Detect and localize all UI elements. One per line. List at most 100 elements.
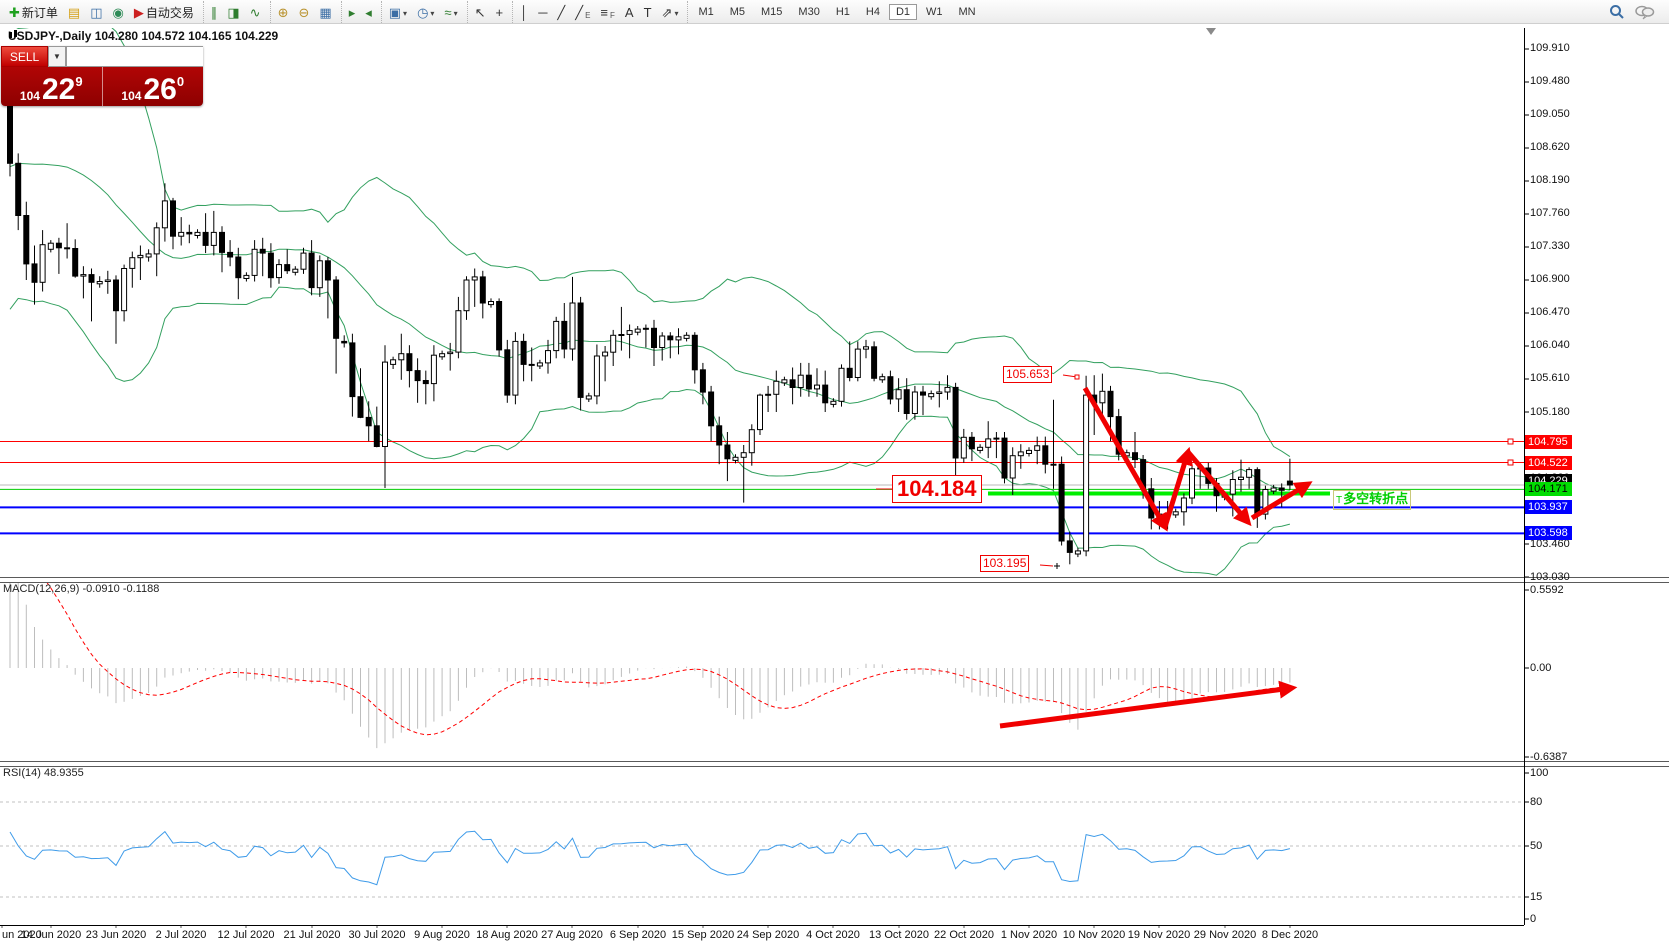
date-label-6-Sep-2020[interactable]: 6 Sep 2020 [609,929,667,941]
date-label-14-Jun-2020[interactable]: 14 Jun 2020 [20,929,82,941]
arrows-dropdown[interactable]: ⇗ ▾ [657,1,684,23]
text-label-button[interactable]: T [639,1,657,23]
trend-arrow-1[interactable] [1082,386,1168,532]
date-label-1-Nov-2020[interactable]: 1 Nov 2020 [1000,929,1058,941]
price-tick-103.030[interactable]: 103.030 [1530,570,1570,583]
market-watch-button[interactable]: ▤ [63,1,85,23]
pane-divider-macd[interactable] [0,577,1669,583]
timeframe-h4[interactable]: H4 [865,5,880,18]
macd-trend-arrow[interactable] [999,680,1298,729]
tile-windows-button[interactable]: ▦ [314,1,336,23]
line-chart-button[interactable]: ∿ [245,1,266,23]
sell-button[interactable]: SELL [1,46,48,67]
timeframe-m15[interactable]: M15 [761,5,783,18]
price-tick-105.610[interactable]: 105.610 [1530,372,1570,385]
price-tick-106.040[interactable]: 106.040 [1530,339,1570,352]
vertical-line-button[interactable]: │ [515,1,533,23]
signals-button[interactable]: ◉ [108,1,129,23]
date-label-2-Jul-2020[interactable]: 2 Jul 2020 [155,929,207,941]
date-label-19-Nov-2020[interactable]: 19 Nov 2020 [1127,929,1191,941]
pane-divider-rsi[interactable] [0,761,1669,767]
fibonacci-button[interactable]: ≡ F [595,1,619,23]
price-tick-105.180[interactable]: 105.180 [1530,405,1570,418]
annotation-pivot-note[interactable]: T多空转折点 [1333,490,1412,510]
date-label-13-Oct-2020[interactable]: 13 Oct 2020 [869,929,929,941]
chart-shift-marker[interactable] [1206,28,1216,35]
text-button[interactable]: A [620,1,639,23]
macd-tick--0.6387[interactable]: -0.6387 [1530,750,1568,763]
date-label-9-Aug-2020[interactable]: 9 Aug 2020 [414,929,470,941]
date-label-10-Nov-2020[interactable]: 10 Nov 2020 [1062,929,1126,941]
annotation-pivot-104184[interactable]: 104.184 [892,475,982,503]
price-tick-106.470[interactable]: 106.470 [1530,306,1570,319]
period-dropdown[interactable]: ◷ ▾ [412,1,439,23]
macd-tick-0.5592[interactable]: 0.5592 [1530,583,1564,596]
rsi-tick-100[interactable]: 100 [1530,766,1549,779]
date-label-8-Dec-2020[interactable]: 8 Dec 2020 [1261,929,1319,941]
timeframe-m5[interactable]: M5 [729,5,746,18]
chat-icon[interactable] [1635,4,1655,20]
date-label-22-Oct-2020[interactable]: 22 Oct 2020 [934,929,994,941]
price-tick-107.760[interactable]: 107.760 [1530,207,1570,220]
annotation-low-103195[interactable]: 103.195 [980,555,1030,572]
zoom-in-button[interactable]: ⊕ [273,1,294,23]
trend-arrow-3[interactable] [1186,450,1252,527]
ask-quote[interactable]: 104 26 0 [103,67,204,106]
main-pane[interactable] [0,17,1524,576]
candlestick-button[interactable]: ◨ [222,1,244,23]
price-tick-103.460[interactable]: 103.460 [1530,537,1570,550]
bar-chart-button[interactable]: ∥ [206,1,223,23]
macd-pane[interactable] [9,552,1298,749]
timeframe-h1[interactable]: H1 [835,5,850,18]
horizontal-line-button[interactable]: ─ [533,1,552,23]
date-label-30-Jul-2020[interactable]: 30 Jul 2020 [348,929,406,941]
date-label-27-Aug-2020[interactable]: 27 Aug 2020 [541,929,603,941]
date-label-18-Aug-2020[interactable]: 18 Aug 2020 [476,929,538,941]
timeframe-w1[interactable]: W1 [926,5,943,18]
trend-arrow-2[interactable] [1162,446,1193,528]
rsi-tick-50[interactable]: 50 [1530,839,1543,852]
price-tick-107.330[interactable]: 107.330 [1530,240,1570,253]
price-tick-109.910[interactable]: 109.910 [1530,42,1570,55]
zoom-out-button[interactable]: ⊖ [293,1,314,23]
annotation-high-105653[interactable]: 105.653 [1003,366,1053,383]
date-label-4-Oct-2020[interactable]: 4 Oct 2020 [806,929,860,941]
chart-shift-button[interactable]: ◂ [360,1,377,23]
rsi-tick-80[interactable]: 80 [1530,795,1543,808]
trendline-button[interactable]: ╱ [552,1,570,23]
template-dropdown[interactable]: ≈ ▾ [439,1,462,23]
trend-arrow-4[interactable] [1250,481,1313,521]
timeframe-m1[interactable]: M1 [698,5,714,18]
date-label-29-Nov-2020[interactable]: 29 Nov 2020 [1193,929,1257,941]
date-label-12-Jul-2020[interactable]: 12 Jul 2020 [217,929,275,941]
autotrading-button[interactable]: ▶ 自动交易 [129,1,199,23]
date-label-15-Sep-2020[interactable]: 15 Sep 2020 [671,929,735,941]
timeframe-mn[interactable]: MN [958,5,976,18]
rsi-pane[interactable] [0,801,1524,898]
date-label-23-Jun-2020[interactable]: 23 Jun 2020 [85,929,147,941]
navigator-button[interactable]: ◫ [85,1,107,23]
timeframe-m30[interactable]: M30 [798,5,820,18]
price-tick-106.900[interactable]: 106.900 [1530,273,1570,286]
bid-quote[interactable]: 104 22 9 [1,67,103,106]
equidistant-channel-button[interactable]: ╱ E [570,1,595,23]
search-icon[interactable] [1609,4,1625,20]
volume-down-button[interactable]: ▼ [48,46,66,67]
rsi-tick-0[interactable]: 0 [1530,912,1537,925]
price-tick-109.050[interactable]: 109.050 [1530,108,1570,121]
timeframe-d1[interactable]: D1 [888,3,918,20]
date-label-un-2020[interactable]: un 2020 [2,929,42,941]
date-label-21-Jul-2020[interactable]: 21 Jul 2020 [283,929,341,941]
price-tick-108.190[interactable]: 108.190 [1530,174,1570,187]
rsi-tick-15[interactable]: 15 [1530,890,1543,903]
price-tick-108.620[interactable]: 108.620 [1530,141,1570,154]
auto-scroll-button[interactable]: ▸ [344,1,361,23]
crosshair-button[interactable]: + [490,1,508,23]
volume-input[interactable] [66,46,203,67]
new-order-button[interactable]: ✚ 新订单 [4,1,63,23]
cursor-button[interactable]: ↖ [470,1,491,23]
price-tick-109.480[interactable]: 109.480 [1530,75,1570,88]
macd-tick-0.00[interactable]: 0.00 [1530,661,1552,674]
new-chart-dropdown[interactable]: ▣ ▾ [384,1,412,23]
